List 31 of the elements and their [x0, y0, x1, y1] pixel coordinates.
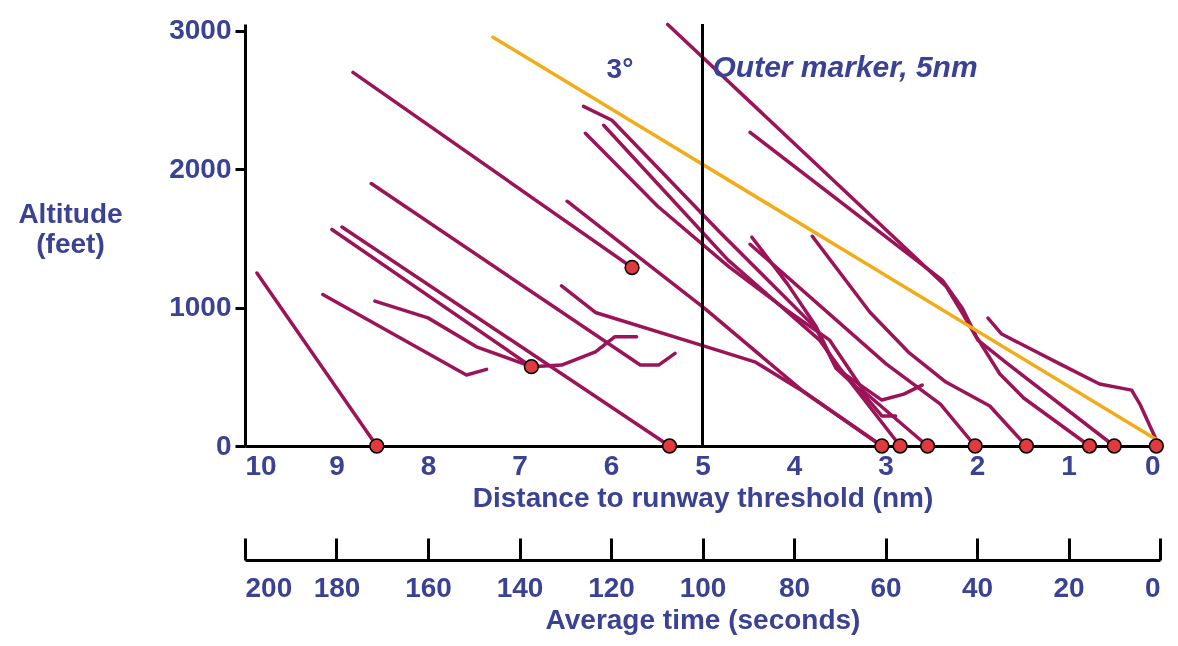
x-axis-title: Distance to runway threshold (nm)	[472, 481, 934, 513]
x2-tick-label: 200	[245, 571, 293, 603]
ref-line-label: Outer marker, 5nm	[712, 50, 978, 83]
x-tick-label: 10	[245, 449, 277, 481]
x2-tick-label: 40	[961, 571, 994, 603]
x2-tick-label: 120	[588, 571, 635, 603]
x2-tick-label: 60	[870, 571, 902, 603]
x2-tick-label: 140	[496, 571, 544, 603]
x2-tick-label: 100	[679, 571, 727, 603]
y-tick-label: 2000	[169, 152, 232, 184]
y-tick-label: 0	[215, 429, 232, 461]
x-tick-label: 6	[603, 449, 620, 481]
x-tick-label: 3	[878, 449, 894, 481]
x-tick-label: 5	[695, 449, 711, 481]
x-tick-label: 8	[420, 449, 437, 481]
y-tick-label: 3000	[169, 14, 232, 46]
annotation: 3°	[606, 53, 634, 84]
x2-tick-label: 20	[1053, 571, 1085, 603]
x2-tick-label: 80	[778, 571, 811, 603]
x-tick-label: 7	[512, 449, 528, 481]
x-tick-label: 9	[329, 449, 345, 481]
x-tick-label: 4	[786, 449, 803, 481]
x2-axis-title: Average time (seconds)	[545, 603, 861, 635]
x2-tick-label: 0	[1144, 571, 1161, 603]
y-tick-label: 1000	[169, 291, 232, 323]
x-tick-label: 0	[1144, 449, 1161, 481]
x-tick-label: 2	[969, 449, 986, 481]
x2-tick-label: 160	[405, 571, 452, 603]
x2-tick-label: 180	[313, 571, 361, 603]
x-tick-label: 1	[1061, 449, 1077, 481]
y-axis-title: Altitude (feet)	[18, 197, 123, 259]
